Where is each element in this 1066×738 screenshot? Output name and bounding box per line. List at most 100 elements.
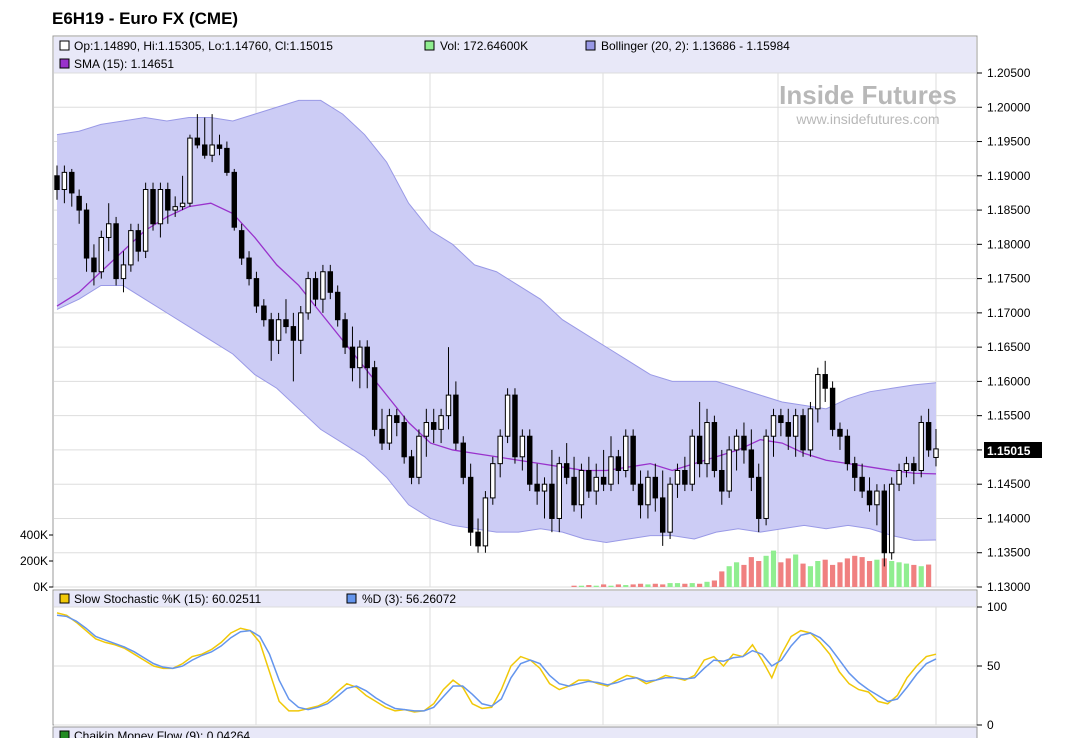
candle-body: [379, 428, 385, 444]
candle-body: [312, 278, 319, 300]
candle-body: [490, 463, 496, 499]
price-tick-label: 1.15500: [987, 409, 1031, 423]
volume-bar: [637, 583, 644, 587]
volume-bar: [756, 561, 762, 587]
candle-body: [667, 483, 673, 533]
candle-body: [194, 137, 201, 146]
stochastic-d-line: [56, 614, 937, 712]
k-swatch: [59, 593, 70, 604]
volume-bar: [615, 584, 621, 587]
volume-bar: [881, 558, 887, 587]
volume-bar: [571, 585, 577, 587]
candle-body: [874, 490, 880, 506]
candle-body: [785, 422, 791, 437]
volume-tick-label: 400K: [20, 528, 48, 542]
last-price-label: 1.15015: [987, 444, 1031, 458]
volume-tick-label: 200K: [20, 554, 48, 568]
candle-body: [763, 435, 769, 519]
volume-bars: [571, 550, 932, 587]
candle-body: [925, 422, 932, 451]
volume-bar: [866, 561, 873, 587]
candle-body: [637, 483, 644, 506]
candle-body: [918, 422, 924, 471]
candle-body: [541, 483, 548, 492]
candle-body: [216, 144, 223, 149]
stochastic-legend-bar: [54, 591, 976, 607]
volume-bar: [608, 585, 614, 587]
candle-body: [615, 456, 622, 471]
candle-body: [682, 469, 688, 485]
candle-body: [54, 175, 60, 191]
candlesticks: [54, 114, 939, 567]
candle-body: [305, 278, 311, 314]
candle-body: [357, 346, 363, 369]
ohlc-legend: Op:1.14890, Hi:1.15305, Lo:1.14760, Cl:1…: [74, 39, 333, 53]
volume-bar: [778, 562, 784, 587]
candle-body: [231, 171, 237, 228]
candle-body: [150, 189, 156, 225]
volume-bar: [830, 564, 836, 587]
volume-bar: [918, 566, 924, 587]
price-axis: 1.130001.135001.140001.145001.150001.155…: [977, 66, 1031, 594]
stochastic-tick-label: 100: [987, 600, 1007, 614]
candle-body: [268, 319, 274, 341]
candle-body: [792, 415, 799, 437]
watermark: Inside Futures www.insidefutures.com: [779, 80, 957, 127]
volume-bar: [852, 555, 858, 587]
stochastic-axis: 0 50 100: [977, 600, 1007, 732]
volume-swatch: [424, 40, 435, 51]
price-tick-label: 1.19000: [987, 169, 1031, 183]
candle-body: [689, 435, 695, 485]
last-price-box: [984, 442, 1042, 458]
price-tick-label: 1.20500: [987, 66, 1031, 80]
candle-body: [453, 394, 459, 444]
price-tick-label: 1.18500: [987, 203, 1031, 217]
volume-bar: [815, 561, 821, 587]
candle-body: [394, 415, 400, 424]
candle-body: [719, 469, 725, 492]
volume-bar: [586, 585, 592, 587]
candle-body: [623, 435, 629, 471]
volume-bar: [800, 563, 806, 587]
candle-body: [527, 435, 533, 485]
chaikin-panel: [52, 726, 978, 738]
candle-body: [844, 435, 851, 465]
candle-body: [438, 415, 444, 430]
volume-axis: 0K 200K 400K: [20, 528, 53, 594]
price-tick-label: 1.13000: [987, 580, 1031, 594]
volume-bar: [578, 585, 585, 587]
candle-body: [578, 469, 585, 506]
sma-swatch: [59, 58, 70, 69]
candle-body: [504, 394, 511, 437]
volume-bar: [733, 562, 740, 587]
candle-body: [497, 435, 503, 465]
candle-body: [238, 230, 245, 259]
candle-body: [933, 448, 939, 458]
volume-bar: [630, 584, 636, 587]
price-tick-label: 1.16500: [987, 340, 1031, 354]
k-legend: Slow Stochastic %K (15): 60.02511: [74, 592, 262, 606]
bollinger-legend: Bollinger (20, 2): 1.13686 - 1.15984: [601, 39, 790, 53]
candle-body: [135, 230, 141, 252]
candle-body: [386, 415, 393, 444]
candle-body: [896, 469, 902, 485]
volume-bar: [682, 583, 688, 587]
candle-body: [815, 374, 821, 410]
volume-bar: [926, 564, 932, 587]
candle-body: [401, 422, 407, 458]
candle-body: [674, 469, 681, 485]
candle-body: [571, 476, 577, 506]
candle-body: [364, 346, 370, 369]
candle-body: [157, 189, 164, 225]
volume-bar: [652, 583, 658, 587]
candle-body: [711, 422, 718, 471]
chart-title: E6H19 - Euro FX (CME): [52, 9, 239, 28]
candle-body: [696, 435, 703, 465]
stochastic-tick-label: 0: [987, 718, 994, 732]
volume-bar: [623, 585, 629, 587]
volume-bar: [711, 580, 717, 587]
volume-bar: [770, 550, 777, 587]
candle-body: [290, 326, 297, 341]
candle-body: [829, 387, 836, 430]
candle-body: [659, 497, 666, 533]
